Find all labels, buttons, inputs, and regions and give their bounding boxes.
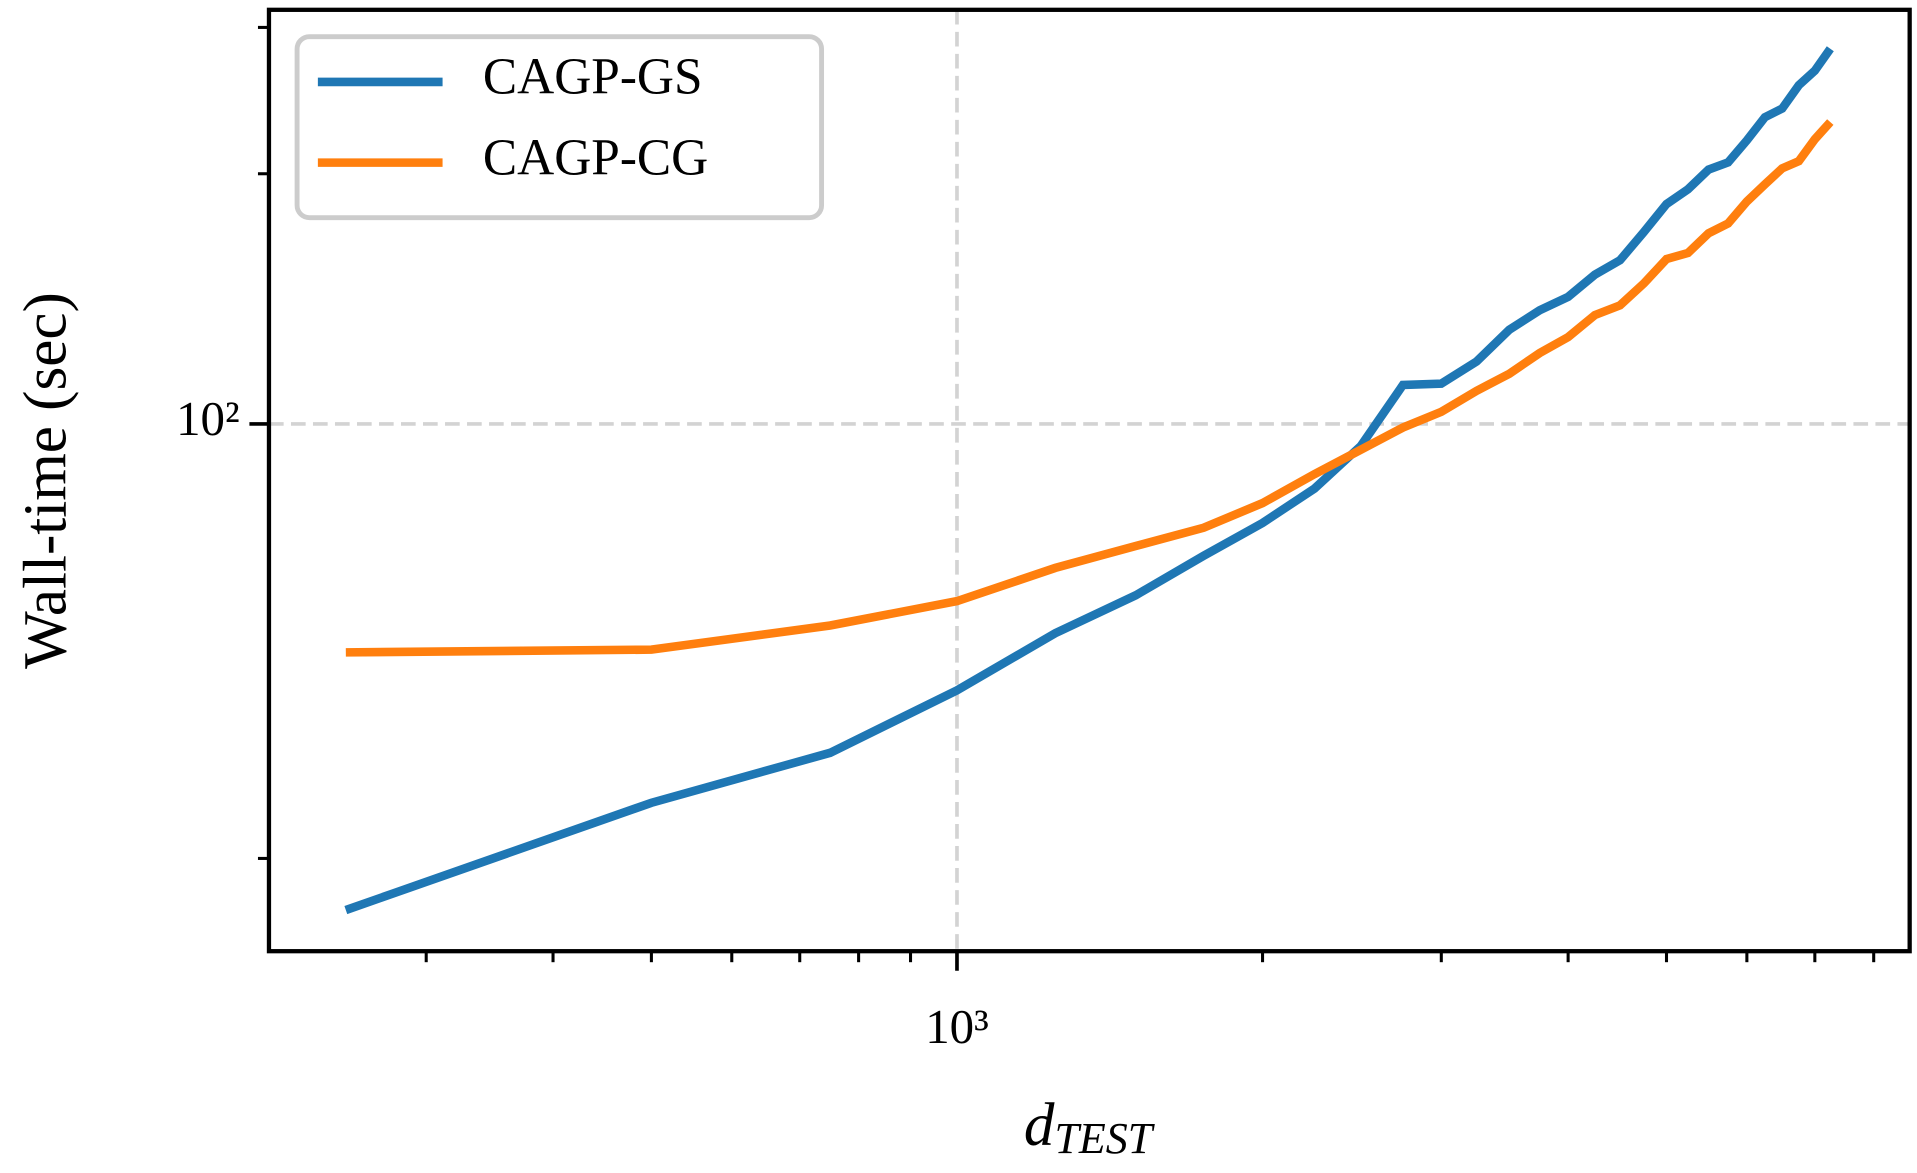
data-line	[345, 119, 1834, 657]
x-axis-label: dTEST	[1024, 1092, 1156, 1163]
y-axis-label: Wall-time (sec)	[12, 292, 79, 669]
plot-frame	[266, 7, 1912, 954]
y-tick-label: 10²	[176, 391, 240, 446]
x-label-base: d	[1024, 1092, 1055, 1159]
x-tick-label: 10³	[925, 999, 989, 1054]
legend-label: CAGP-CG	[483, 129, 708, 186]
legend-label: CAGP-GS	[483, 49, 703, 106]
data-line	[344, 46, 1834, 915]
x-label-subscript: TEST	[1054, 1114, 1155, 1163]
legend: CAGP-GS CAGP-CG	[294, 34, 825, 221]
